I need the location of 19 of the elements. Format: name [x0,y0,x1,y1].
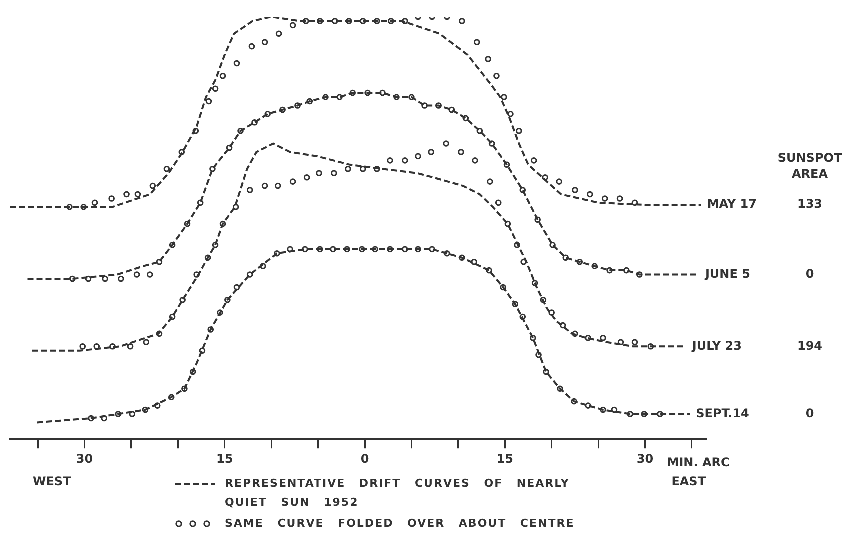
text: EAST [672,474,707,489]
annotation: MAY 17 [707,197,757,212]
x-tick-label: 0 [360,452,370,466]
legend-label: REPRESENTATIVE DRIFT CURVES OF NEARLY QUIET SUN 1952 [225,476,571,511]
annotation: SEPT.14 [696,406,750,420]
x-tick-label: 15 [216,452,234,466]
x-tick-label: 30 [76,452,94,466]
text: 0 [806,406,814,420]
x-tick-label: 30 [636,452,654,466]
text: 0 [806,266,814,281]
text: SUNSPOT AREA [778,151,843,182]
x-axis-title: MIN. ARC [667,456,730,470]
text: WEST [33,474,72,489]
annotation: JULY 23 [691,338,742,353]
text: 133 [797,197,823,212]
text: 194 [797,338,823,353]
legend-label: SAME CURVE FOLDED OVER ABOUT CENTRE [225,516,575,532]
annotation: JUNE 5 [704,266,750,281]
x-tick-label: 15 [496,452,514,466]
